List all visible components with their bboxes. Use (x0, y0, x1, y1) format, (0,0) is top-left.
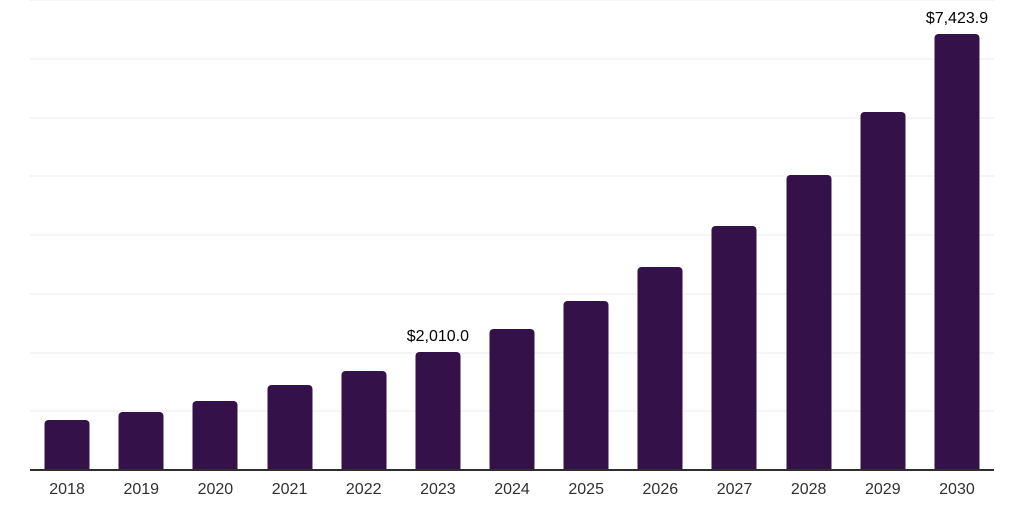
bar-slot-2020 (178, 0, 252, 470)
gridline-6000 (30, 116, 994, 119)
bar-slot-2024 (475, 0, 549, 470)
bar-slot-2025 (549, 0, 623, 470)
bar-2020 (192, 401, 238, 470)
bar-slot-2028 (772, 0, 846, 470)
bar-slot-2030: $7,423.9 (920, 0, 994, 470)
x-axis-label-2029: 2029 (865, 481, 901, 498)
bar-2019 (118, 412, 164, 470)
x-axis-label-2030: 2030 (939, 481, 975, 498)
bar-2021 (267, 385, 313, 470)
bar-2029 (860, 111, 906, 470)
bar-2022 (341, 371, 387, 470)
bar-2024 (489, 329, 535, 470)
bar-2028 (786, 175, 832, 470)
bar-slot-2018 (30, 0, 104, 470)
bar-2026 (637, 266, 683, 470)
bar-2018 (44, 419, 90, 470)
bars-container: $2,010.0 $7,423.9 (30, 0, 994, 470)
gridline-5000 (30, 175, 994, 178)
gridline-4000 (30, 234, 994, 236)
x-axis-label-2019: 2019 (123, 481, 160, 498)
x-axis-label-2024: 2024 (494, 481, 530, 498)
x-axis-label-2022: 2022 (345, 481, 382, 498)
bar-slot-2023: $2,010.0 (401, 0, 475, 470)
x-axis-labels: 2018 2019 2020 2021 2022 2023 2024 2025 2026 2027… (30, 479, 994, 501)
bar-slot-2026 (623, 0, 697, 470)
data-label-2023: $2,010.0 (406, 327, 469, 345)
bar-2030 (934, 33, 980, 470)
bar-slot-2027 (697, 0, 771, 470)
x-axis-label-2020: 2020 (197, 481, 234, 498)
x-axis-label-2028: 2028 (790, 481, 827, 498)
bar-slot-2021 (252, 0, 326, 470)
gridline-3000 (30, 292, 994, 295)
x-axis-label-2027: 2027 (716, 481, 753, 498)
x-axis-label-2021: 2021 (271, 481, 308, 498)
bar-2027 (711, 225, 757, 470)
bar-slot-2029 (846, 0, 920, 470)
x-axis-label-2026: 2026 (642, 481, 679, 498)
data-label-2030: $7,423.9 (925, 9, 989, 27)
gridline-7000 (30, 57, 994, 60)
x-axis-label-2025: 2025 (568, 481, 604, 498)
gridline-8000 (30, 0, 994, 1)
bar-2025 (563, 300, 609, 470)
x-axis-label-2023: 2023 (420, 481, 456, 498)
x-axis-line (30, 469, 994, 471)
bar-slot-2022 (327, 0, 401, 470)
bar-slot-2019 (104, 0, 178, 470)
bar-2023 (415, 351, 461, 470)
x-axis-label-2018: 2018 (49, 481, 85, 498)
plot-area: $2,010.0 $7,423.9 (30, 0, 994, 471)
